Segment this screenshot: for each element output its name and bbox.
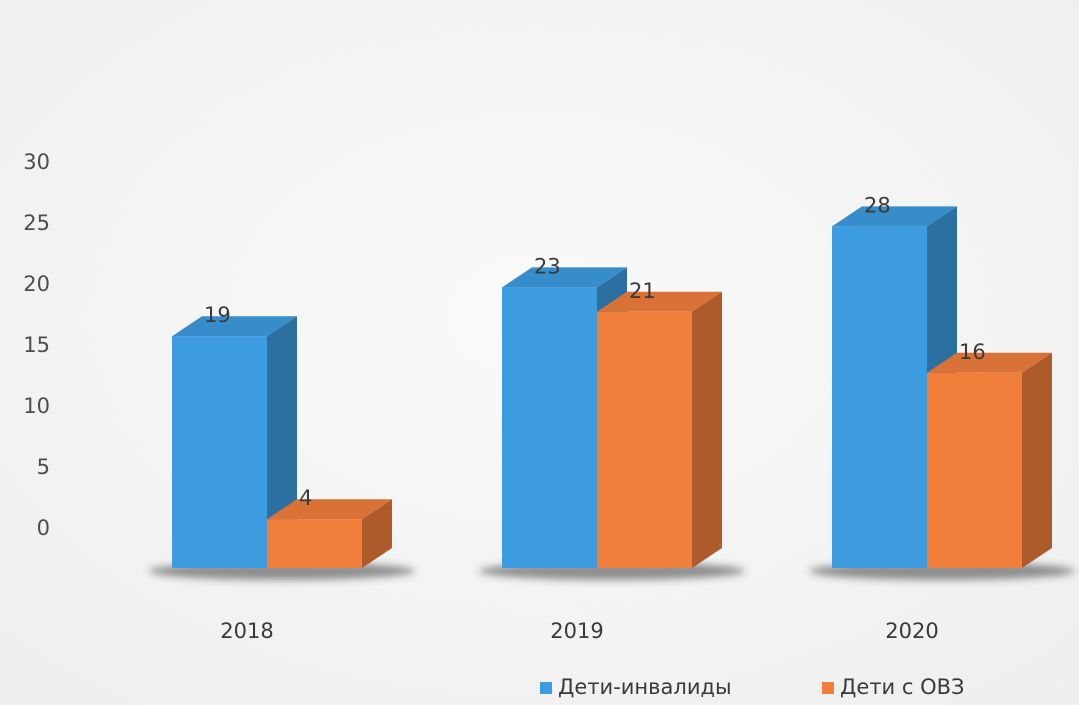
x-category-label: 2018 bbox=[220, 619, 273, 643]
bar-front-face bbox=[597, 311, 692, 568]
legend-swatch bbox=[822, 682, 834, 694]
bar-front-face bbox=[502, 287, 597, 568]
data-labels: 19 4 23 21 28 16 bbox=[204, 193, 986, 510]
data-label: 28 bbox=[864, 193, 891, 217]
bar-top-face bbox=[597, 291, 722, 312]
bar-top-face bbox=[832, 206, 957, 227]
bar-side-face bbox=[692, 291, 722, 568]
data-label: 16 bbox=[959, 340, 986, 364]
x-category-label: 2019 bbox=[550, 619, 603, 643]
y-tick-label: 0 bbox=[37, 516, 50, 540]
bar-top-face bbox=[502, 267, 627, 288]
legend-label: Дети с ОВЗ bbox=[840, 675, 965, 699]
legend-swatch bbox=[540, 682, 552, 694]
y-tick-label: 20 bbox=[23, 272, 50, 296]
bar-2018-series-2 bbox=[267, 499, 392, 568]
data-label: 23 bbox=[534, 254, 561, 278]
y-tick-label: 25 bbox=[23, 211, 50, 235]
bar-top-face bbox=[267, 499, 392, 520]
bars bbox=[172, 206, 1052, 568]
bar-front-face bbox=[267, 519, 362, 568]
bar-front-face bbox=[832, 226, 927, 568]
x-category-label: 2020 bbox=[885, 619, 938, 643]
bar-front-face bbox=[927, 372, 1022, 568]
legend: Дети-инвалиды Дети с ОВЗ bbox=[540, 675, 965, 699]
legend-item: Дети-инвалиды bbox=[540, 675, 732, 699]
bar-2019-series-2 bbox=[597, 291, 722, 568]
y-tick-label: 5 bbox=[37, 455, 50, 479]
bar-front-face bbox=[172, 336, 267, 568]
data-label: 19 bbox=[204, 303, 231, 327]
y-axis: 0 5 10 15 20 25 30 bbox=[23, 150, 50, 540]
y-tick-label: 10 bbox=[23, 394, 50, 418]
data-label: 21 bbox=[629, 279, 656, 303]
y-tick-label: 30 bbox=[23, 150, 50, 174]
bar-2018-series-1 bbox=[172, 316, 297, 568]
bar-top-face bbox=[927, 352, 1052, 373]
legend-label: Дети-инвалиды bbox=[558, 675, 732, 699]
data-label: 4 bbox=[299, 486, 312, 510]
bar-side-face bbox=[362, 499, 392, 568]
bar-top-face bbox=[172, 316, 297, 337]
y-tick-label: 15 bbox=[23, 333, 50, 357]
legend-item: Дети с ОВЗ bbox=[822, 675, 965, 699]
bar-side-face bbox=[1022, 352, 1052, 568]
x-axis: 2018 2019 2020 bbox=[220, 619, 938, 643]
bar-2020-series-2 bbox=[927, 352, 1052, 568]
